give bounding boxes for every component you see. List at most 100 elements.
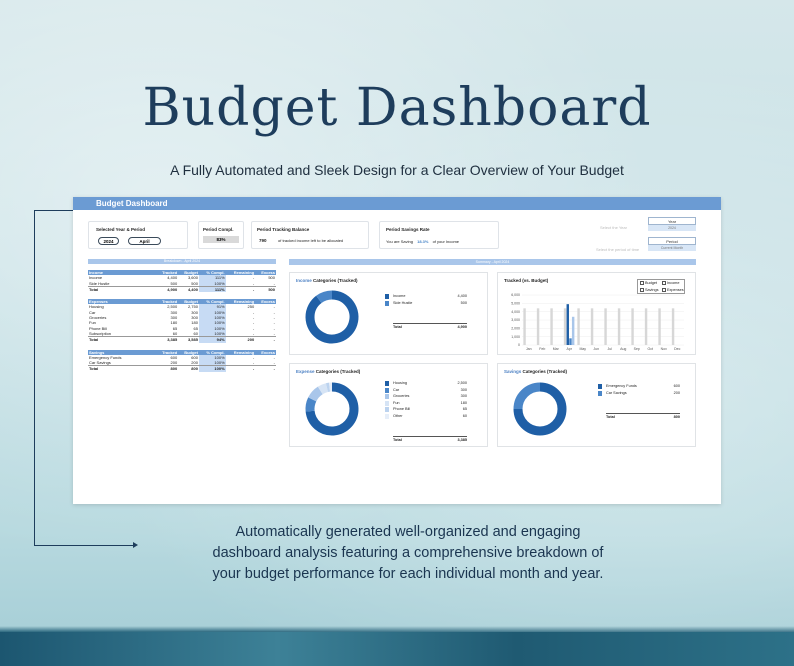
table-cell: Car <box>89 309 96 315</box>
table-cell: 100% <box>198 330 226 337</box>
income-donut-chart <box>305 290 359 344</box>
table-cell: Remaining <box>225 349 256 355</box>
x-tick-label: Apr <box>567 347 573 351</box>
table-cell: 180 <box>191 320 198 326</box>
table-cell: 600 <box>170 354 178 360</box>
expense-donut-chart <box>305 382 359 436</box>
table-cell: - <box>252 275 255 281</box>
table-cell: 65 <box>172 325 178 331</box>
bar-budget <box>631 308 634 345</box>
period-selector-label: Period <box>648 237 696 245</box>
table-row: Fun 180 180 100% - - <box>88 320 276 326</box>
table-cell: 600 <box>191 354 198 360</box>
tracking-text: of tracked income left to be allocated <box>278 238 344 243</box>
table-header-row: Expenses Tracked Budget% Compl. Remaining Ex… <box>88 299 276 305</box>
table-cell: 500 <box>255 285 276 293</box>
period-hint: Select the period of time <box>596 247 640 252</box>
table-cell: - <box>273 315 275 321</box>
page-subtitle: A Fully Automated and Sleek Design for a… <box>170 162 624 178</box>
table-cell: % Compl. <box>198 349 226 355</box>
description-line-3: your budget performance for each individ… <box>212 566 604 582</box>
legend-item: Fun 180 <box>385 400 467 407</box>
table-cell: Budget <box>178 349 199 355</box>
savings-panel: Savings Categories (Tracked) Emergency F… <box>497 363 696 447</box>
summary-label: Summary - April 2024 <box>289 259 696 265</box>
legend-total-label: Total <box>606 415 615 419</box>
legend-swatch <box>598 390 602 396</box>
table-cell: Car Savings <box>89 360 111 366</box>
savings-donut-chart <box>513 382 567 436</box>
x-tick-label: Jul <box>608 347 613 351</box>
table-cell: - <box>252 325 255 331</box>
tracking-value: 790 <box>259 238 267 243</box>
legend-value: 60 <box>462 413 467 418</box>
legend-total-value: 4,900 <box>457 325 467 329</box>
y-tick-label: 1,000 <box>511 335 520 339</box>
x-tick-label: Jun <box>593 347 599 351</box>
legend-item: Other 60 <box>385 413 467 420</box>
savings-panel-title-text: Categories (Tracked) <box>522 369 568 374</box>
table-cell: Remaining <box>225 299 256 305</box>
year-hint: Select the Year <box>600 225 627 230</box>
compl-value: 83% <box>203 236 239 243</box>
savings-legend: Emergency Funds 600 Car Savings 200 Total 800 <box>598 384 680 434</box>
legend-value: 65 <box>462 407 467 411</box>
table-cell: Excess <box>255 270 276 276</box>
table-cell: Groceries <box>89 315 107 321</box>
month-pill[interactable]: April <box>128 237 161 245</box>
description: Automatically generated well-organized a… <box>148 522 668 585</box>
savings-rate-label: Period Savings Rate <box>386 227 430 232</box>
income-panel-title: Income Categories (Tracked) <box>296 278 358 283</box>
legend-value: 500 <box>460 300 467 305</box>
check-income[interactable]: Income <box>662 281 679 285</box>
check-expenses[interactable]: Expenses <box>662 288 684 292</box>
legend-label: Housing <box>393 381 407 385</box>
bar-budget <box>671 308 675 345</box>
y-tick-label: 5,000 <box>511 302 520 306</box>
year-pill[interactable]: 2024 <box>98 237 119 245</box>
legend-item: Income 4,400 <box>385 294 467 300</box>
savings-rate-line: You are Saving 18.3% of your Income <box>386 239 459 244</box>
table-cell: - <box>252 330 255 336</box>
period-card: Selected Year & Period 2024 April <box>88 221 188 249</box>
x-tick-label: Sep <box>634 347 640 351</box>
table-cell: - <box>252 360 255 366</box>
expenses-table: Expenses Tracked Budget% Compl. Remaining Ex… <box>88 299 276 343</box>
income-legend: Income 4,400 Side Hustle 500 Total 4,900 <box>385 294 467 344</box>
table-cell: 3,385 <box>155 336 179 343</box>
legend-swatch <box>385 300 389 306</box>
table-cell: 100% <box>198 325 226 331</box>
table-cell: Side Hustle <box>89 280 110 286</box>
donut-slice <box>305 397 317 412</box>
y-tick-label: 2,000 <box>511 327 520 331</box>
table-cell: Total <box>88 285 156 293</box>
expense-panel-title-hl: Expense <box>296 369 315 374</box>
tracked-vs-budget-chart: 6,000 5,000 4,000 3,000 2,000 1,000 0 Jan Feb Mar… <box>511 293 684 351</box>
table-cell: 200 <box>191 360 198 366</box>
table-cell: 500 <box>170 280 178 286</box>
year-selector[interactable]: 2024 <box>648 225 696 231</box>
description-line-1: Automatically generated well-organized a… <box>235 524 581 540</box>
table-cell: Tracked <box>155 349 179 355</box>
arrow-icon <box>133 542 138 548</box>
period-card-label: Selected Year & Period <box>96 227 145 232</box>
table-cell: 3,585 <box>178 336 199 343</box>
table-cell: 91% <box>198 304 226 310</box>
donut-slice <box>308 386 323 402</box>
bar-budget <box>523 308 526 345</box>
savings-rate-card: Period Savings Rate You are Saving 18.3%… <box>379 221 499 249</box>
legend-swatch <box>385 413 389 419</box>
check-savings[interactable]: Savings <box>640 288 659 292</box>
donut-slice <box>305 382 359 436</box>
period-selector[interactable]: Current Month <box>648 245 696 251</box>
dashboard-header: Budget Dashboard <box>73 197 721 210</box>
legend-item: Side Hustle 500 <box>385 300 467 307</box>
table-total-row: Total 3,385 3,585 94% 200- <box>88 336 276 343</box>
page-title: Budget Dashboard <box>142 78 652 138</box>
donut-slice <box>317 383 329 395</box>
table-header-row: Savings Tracked Budget% Compl. Remaining Exc… <box>88 349 276 355</box>
table-cell: 60 <box>172 330 178 336</box>
check-budget[interactable]: Budget <box>640 281 657 285</box>
y-tick-label: 0 <box>518 343 520 347</box>
x-tick-label: Jan <box>526 347 532 351</box>
